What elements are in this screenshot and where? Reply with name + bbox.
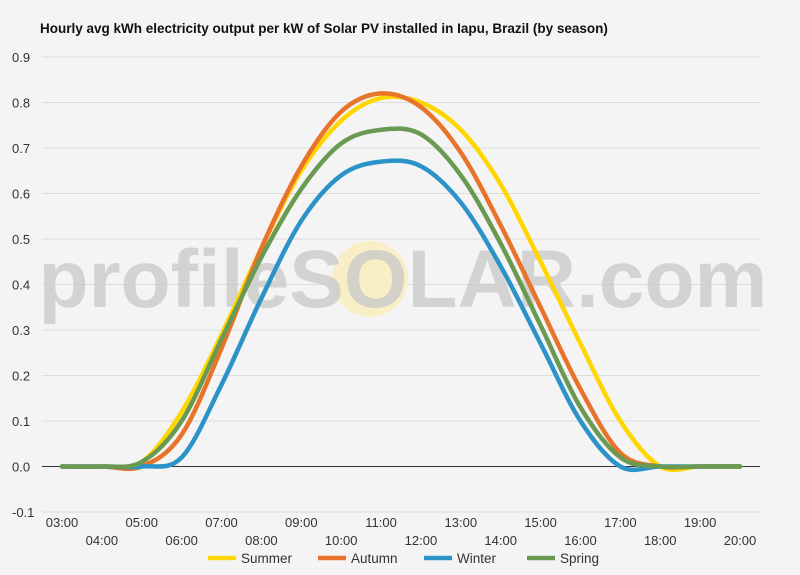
series-line-spring [59,126,743,470]
y-tick-label: 0.4 [12,278,30,293]
series-line-autumn [59,91,743,472]
x-tick-label: 12:00 [405,533,438,548]
x-tick-label: 19:00 [684,515,717,530]
legend: Summer Autumn Winter Spring [208,551,599,566]
grid-lines [42,56,760,513]
y-tick-label: 0.7 [12,141,30,156]
legend-label-winter: Winter [457,551,497,566]
legend-label-summer: Summer [241,551,293,566]
x-tick-label: 14:00 [484,533,517,548]
y-tick-label: 0.0 [12,460,30,475]
chart-title: Hourly avg kWh electricity output per kW… [40,21,608,36]
x-tick-label: 18:00 [644,533,677,548]
y-axis-ticks: -0.1 0.0 0.1 0.2 0.3 0.4 0.5 0.6 0.7 0.8 0.9 [12,50,34,520]
x-tick-label: 15:00 [524,515,557,530]
y-tick-label: 0.8 [12,96,30,111]
series-line-winter [59,158,743,473]
y-tick-label: 0.1 [12,414,30,429]
series-lines [59,91,743,473]
x-tick-label: 17:00 [604,515,637,530]
x-tick-label: 10:00 [325,533,358,548]
x-tick-label: 05:00 [125,515,158,530]
y-tick-label: 0.9 [12,50,30,65]
x-tick-label: 09:00 [285,515,318,530]
legend-label-spring: Spring [560,551,599,566]
x-tick-label: 16:00 [564,533,597,548]
watermark-sun-icon [332,241,408,317]
x-tick-label: 08:00 [245,533,278,548]
y-tick-label: 0.5 [12,232,30,247]
watermark-text: profileSOLAR.com [39,234,768,325]
y-tick-label: 0.6 [12,187,30,202]
y-tick-label: 0.3 [12,323,30,338]
x-tick-label: 04:00 [86,533,119,548]
x-tick-label: 07:00 [205,515,238,530]
x-axis-ticks: 03:00 04:00 05:00 06:00 07:00 08:00 09:00 10:00… [46,515,757,548]
x-tick-label: 20:00 [724,533,757,548]
x-tick-label: 03:00 [46,515,79,530]
y-tick-label: 0.2 [12,369,30,384]
x-tick-label: 11:00 [365,515,397,530]
x-tick-label: 06:00 [165,533,198,548]
legend-label-autumn: Autumn [351,551,398,566]
watermark: profileSOLAR.com [39,234,768,325]
x-tick-label: 13:00 [445,515,478,530]
y-tick-label: -0.1 [12,505,34,520]
